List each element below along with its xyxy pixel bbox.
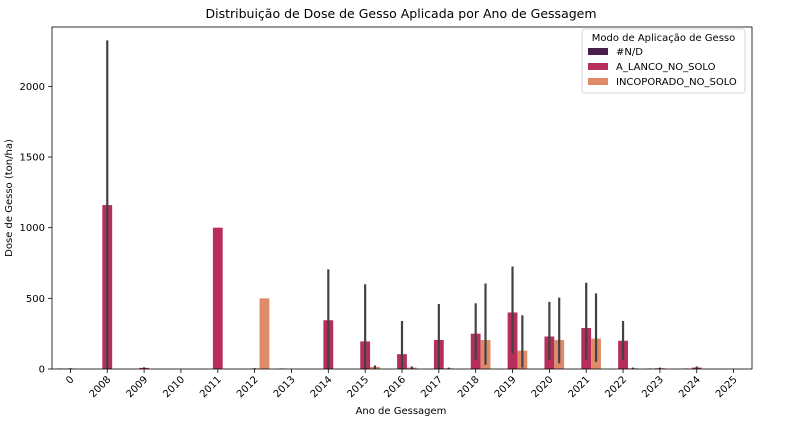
legend: Modo de Aplicação de Gesso #N/D A_LANCO_NO…: [581, 28, 746, 94]
x-tick-label-2015: 2015: [346, 374, 372, 400]
legend-swatch-INCOPORADO_NO_SOLO: [588, 78, 608, 85]
y-tick-label-500: 500: [26, 294, 45, 305]
x-tick-label-2017: 2017: [419, 374, 445, 400]
x-tick-label-2013: 2013: [272, 374, 298, 400]
x-axis-label: Ano de Gessagem: [356, 406, 447, 417]
x-tick-label-2023: 2023: [640, 374, 666, 400]
x-tick-label-2009: 2009: [124, 374, 150, 400]
x-tick-label-2016: 2016: [382, 374, 408, 400]
x-tick-label-2025: 2025: [714, 374, 740, 400]
legend-box: [581, 28, 746, 94]
x-tick-label-2011: 2011: [198, 374, 224, 400]
y-tick-label-1000: 1000: [20, 223, 45, 234]
x-tick-label-2008: 2008: [88, 374, 114, 400]
legend-swatch-A_LANCO_NO_SOLO: [588, 63, 608, 70]
legend-title: Modo de Aplicação de Gesso: [592, 33, 735, 44]
chart-title: Distribuição de Dose de Gesso Aplicada p…: [205, 6, 596, 21]
bar-INCOPORADO_NO_SOLO-2012: [259, 298, 270, 369]
x-tick-label-2010: 2010: [161, 374, 187, 400]
legend-label-#N/D: #N/D: [616, 47, 643, 58]
legend-label-A_LANCO_NO_SOLO: A_LANCO_NO_SOLO: [616, 62, 716, 73]
legend-swatch-#N/D: [588, 48, 608, 55]
x-tick-label-2014: 2014: [309, 374, 335, 400]
y-tick-label-2000: 2000: [20, 82, 45, 93]
x-tick-label-2022: 2022: [603, 374, 629, 400]
x-tick-label-2019: 2019: [493, 374, 519, 400]
x-tick-label-2024: 2024: [677, 374, 703, 400]
y-axis-label: Dose de Gesso (ton/ha): [4, 139, 15, 257]
legend-label-INCOPORADO_NO_SOLO: INCOPORADO_NO_SOLO: [616, 77, 737, 88]
bar-A_LANCO_NO_SOLO-2011: [212, 227, 223, 369]
y-tick-label-1500: 1500: [20, 153, 45, 164]
y-tick-label-0: 0: [39, 365, 45, 376]
x-tick-label-2021: 2021: [567, 374, 593, 400]
x-tick-label-0: 0: [64, 374, 76, 386]
x-tick-label-2018: 2018: [456, 374, 482, 400]
x-tick-label-2020: 2020: [530, 374, 556, 400]
x-tick-label-2012: 2012: [235, 374, 261, 400]
